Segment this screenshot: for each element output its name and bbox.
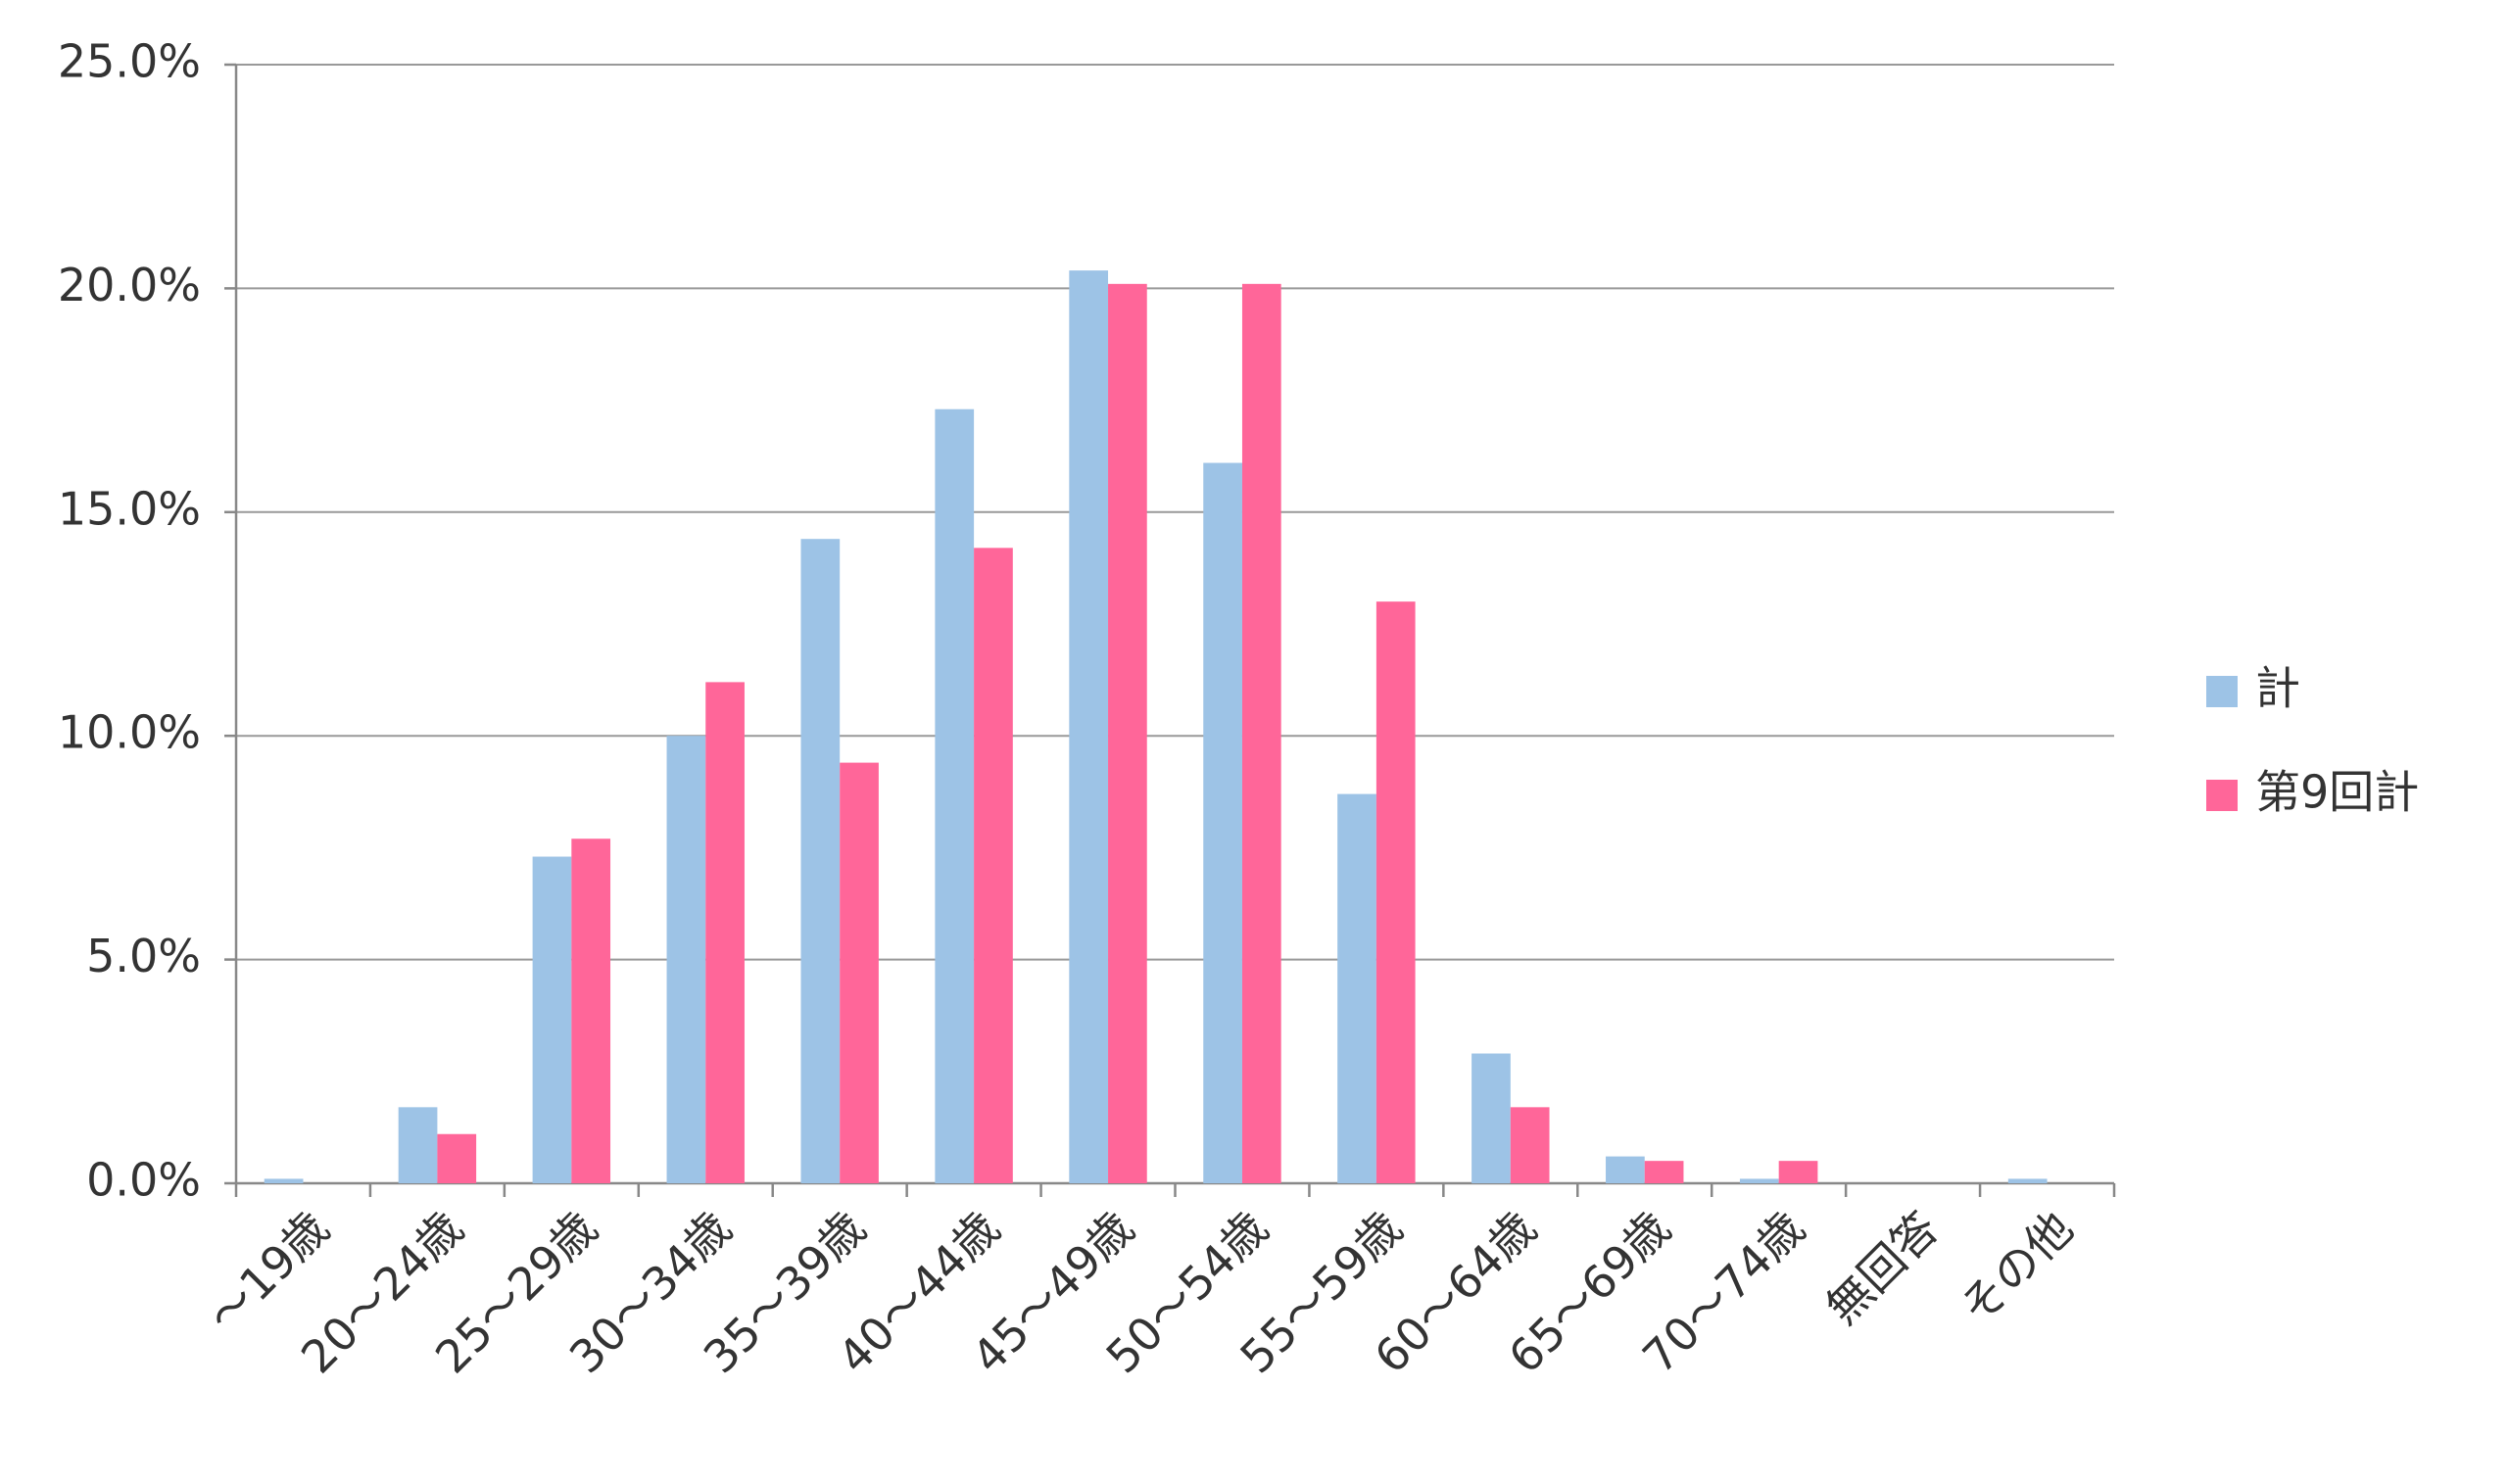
bar bbox=[1644, 1161, 1684, 1183]
legend-swatch bbox=[2206, 676, 2238, 707]
bar bbox=[800, 539, 841, 1183]
bar bbox=[1241, 283, 1281, 1183]
bar bbox=[437, 1133, 477, 1183]
bar bbox=[1108, 283, 1147, 1183]
bar bbox=[1471, 1053, 1511, 1183]
y-tick-label: 0.0% bbox=[86, 1154, 201, 1207]
bar bbox=[974, 548, 1013, 1183]
y-tick-label: 25.0% bbox=[58, 35, 201, 88]
bar bbox=[264, 1178, 304, 1183]
bar bbox=[840, 762, 879, 1183]
legend-swatch bbox=[2206, 780, 2238, 811]
y-tick-label: 10.0% bbox=[58, 706, 201, 759]
bar bbox=[935, 408, 975, 1184]
bar bbox=[1739, 1178, 1779, 1183]
bar bbox=[1069, 270, 1109, 1183]
legend-label: 第9回計 bbox=[2255, 766, 2419, 819]
y-tick-label: 5.0% bbox=[86, 930, 201, 982]
x-tick-label: その他 bbox=[1950, 1201, 2083, 1334]
bar bbox=[571, 838, 611, 1183]
bar bbox=[1510, 1107, 1550, 1183]
legend-label: 計 bbox=[2255, 662, 2300, 715]
bar bbox=[666, 736, 706, 1183]
bar bbox=[532, 856, 572, 1183]
y-tick-label: 20.0% bbox=[58, 259, 201, 311]
bar bbox=[1606, 1156, 1645, 1183]
y-tick-label: 15.0% bbox=[58, 482, 201, 535]
x-tick-label: 無回答 bbox=[1815, 1201, 1949, 1334]
bar bbox=[398, 1107, 438, 1183]
bar bbox=[1375, 601, 1416, 1183]
bar bbox=[1203, 462, 1242, 1183]
bar bbox=[2007, 1178, 2048, 1183]
bar bbox=[1337, 793, 1376, 1183]
bar bbox=[1778, 1161, 1818, 1183]
bar bbox=[705, 682, 745, 1183]
